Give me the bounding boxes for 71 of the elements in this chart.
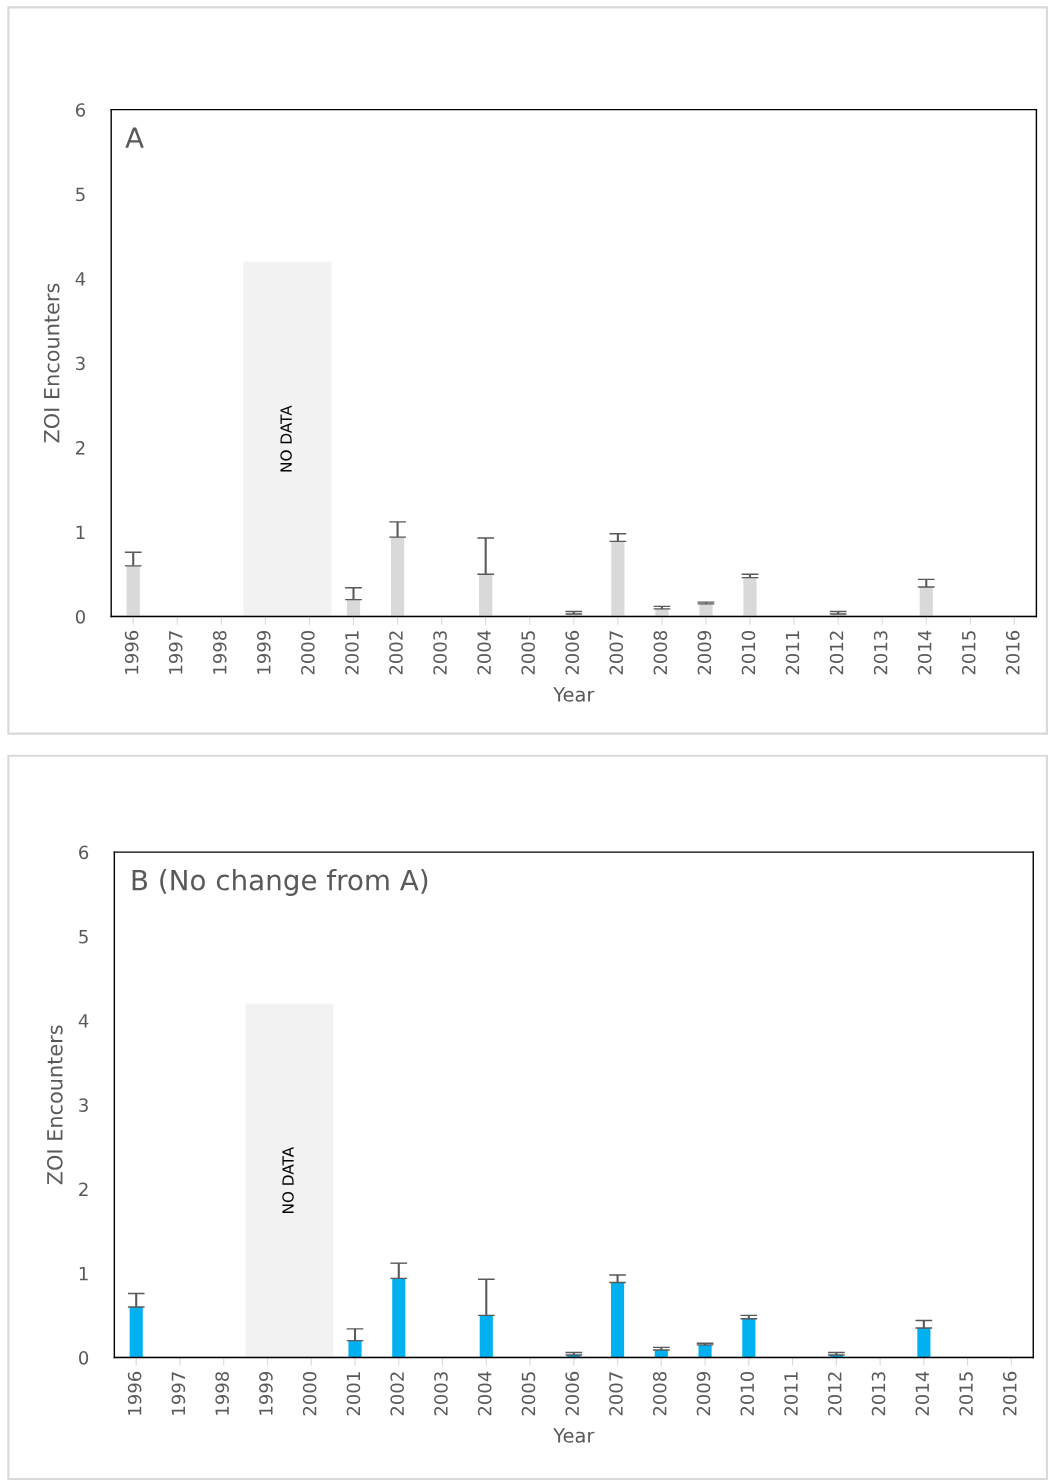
x-tick-label: 2009: [696, 1371, 711, 1416]
x-tick-label: 2015: [959, 1372, 973, 1416]
x-tick-label: 2014: [915, 1371, 930, 1416]
x-tick-label: 2007: [609, 631, 624, 675]
y-tick-label: 3: [76, 356, 85, 371]
x-tick-label: 2000: [301, 630, 315, 675]
text: A: [125, 127, 144, 148]
x-tick-label: 2011: [784, 1372, 798, 1416]
x-tick-label: 2003: [434, 1372, 448, 1416]
bar: [479, 1315, 493, 1358]
x-tick-label: 2012: [829, 631, 844, 675]
x-tick-label: 2009: [697, 630, 712, 675]
x-tick-label: 1999: [259, 1371, 273, 1415]
y-tick-label: 4: [75, 272, 86, 286]
x-tick-label: 1997: [168, 631, 183, 674]
x-tick-label: 2003: [433, 631, 447, 675]
x-tick-label: 2008: [653, 630, 668, 675]
x-tick-label: 2001: [345, 631, 359, 675]
x-tick-label: 2016: [1005, 630, 1020, 675]
y-tick-label: 6: [79, 845, 89, 860]
x-tick-label: 2002: [389, 631, 403, 675]
x-tick-label: 2002: [390, 1372, 405, 1416]
y-tick-label: 4: [78, 1014, 89, 1028]
x-tick-label: 1998: [215, 1371, 229, 1415]
y-axis-title: ZOI Encounters: [43, 283, 60, 443]
x-tick-label: 2010: [741, 630, 756, 675]
text: B (No change from A): [132, 869, 428, 896]
y-tick-label: 0: [75, 609, 85, 624]
x-tick-label: 1997: [171, 1372, 186, 1415]
y-tick-label: 2: [76, 441, 85, 455]
x-tick-label: 2006: [565, 630, 580, 675]
x-tick-label: 2001: [346, 1372, 361, 1416]
bar: [742, 1318, 756, 1358]
y-tick-label: 5: [79, 930, 88, 944]
x-tick-label: 2012: [827, 1372, 842, 1416]
x-tick-label: 2016: [1002, 1371, 1017, 1416]
x-tick-label: 2007: [609, 1372, 623, 1416]
x-tick-label: 2004: [477, 1371, 492, 1416]
y-tick-label: 6: [75, 103, 86, 117]
band-label: NO DATA: [280, 405, 292, 472]
bar: [392, 1278, 406, 1358]
bar: [611, 1282, 625, 1358]
bar: [129, 1306, 143, 1358]
x-tick-label: 1996: [127, 1371, 142, 1415]
y-axis-title: ZOI Encounters: [46, 1025, 63, 1185]
x-tick-label: 2000: [302, 1371, 317, 1416]
x-tick-label: 2010: [740, 1371, 755, 1416]
x-tick-label: 2004: [477, 630, 491, 675]
x-tick-label: 2015: [961, 631, 976, 675]
x-tick-label: 2011: [785, 631, 800, 675]
y-tick-label: 2: [79, 1182, 88, 1196]
x-tick-label: 2008: [652, 1371, 667, 1416]
y-tick-label: 5: [76, 187, 85, 202]
x-tick-label: 2006: [565, 1371, 580, 1416]
x-tick-label: 1999: [256, 630, 271, 674]
y-tick-label: 0: [79, 1350, 89, 1365]
band-label: NO DATA: [282, 1146, 294, 1213]
x-tick-label: 2013: [871, 1372, 886, 1416]
x-tick-label: 1998: [212, 630, 227, 674]
bar: [917, 1328, 931, 1358]
y-tick-label: 3: [79, 1098, 88, 1112]
x-tick-label: 1996: [124, 630, 139, 674]
x-tick-label: 2005: [521, 1372, 536, 1416]
x-tick-label: 2005: [521, 631, 535, 675]
bar: [348, 1340, 362, 1358]
x-tick-label: 2014: [917, 630, 932, 675]
x-axis-title: Year: [553, 687, 595, 702]
y-tick-label: 1: [76, 525, 85, 539]
y-tick-label: 1: [79, 1266, 88, 1281]
x-tick-label: 2013: [873, 631, 888, 675]
x-axis-title: Year: [553, 1428, 595, 1443]
